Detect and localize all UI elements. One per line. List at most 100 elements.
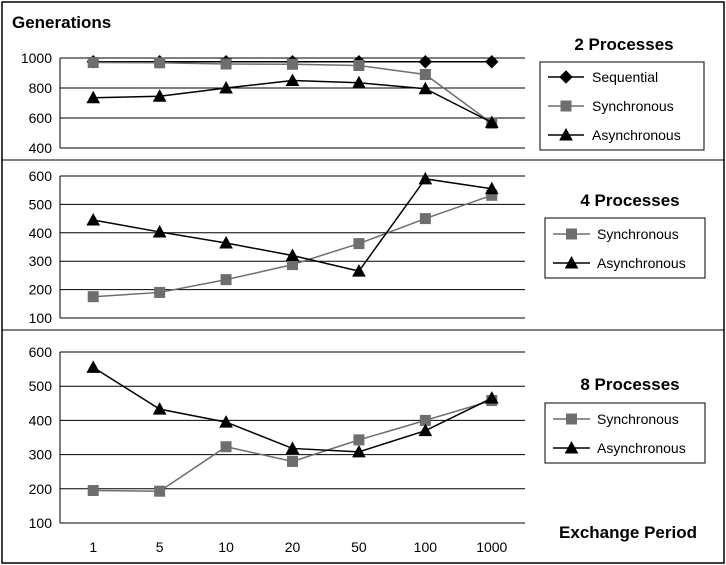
legend-marker-triangle	[559, 127, 573, 141]
data-point-synchronous	[419, 213, 431, 225]
y-tick-label: 100	[29, 310, 53, 326]
legend-label-sequential: Sequential	[592, 69, 658, 85]
data-point-synchronous	[287, 58, 298, 70]
y-tick-label: 500	[29, 196, 53, 212]
legend: Synchronous Asynchronous	[544, 402, 706, 464]
data-point-synchronous	[287, 259, 298, 271]
data-point-synchronous	[154, 57, 166, 69]
legend-marker-square	[560, 100, 572, 112]
y-tick-label: 100	[29, 515, 53, 531]
data-point-synchronous	[87, 485, 99, 497]
legend-marker-triangle	[559, 127, 573, 141]
data-point-synchronous	[220, 274, 232, 286]
y-tick-label: 800	[29, 80, 53, 96]
y-tick-label: 600	[29, 344, 53, 360]
data-point-asynchronous	[418, 171, 433, 185]
legend-marker-square	[566, 413, 577, 425]
y-tick-label: 300	[29, 253, 53, 269]
data-point-synchronous	[220, 58, 232, 70]
y-tick-label: 600	[29, 168, 53, 184]
data-point-asynchronous	[352, 75, 366, 89]
y-axis-title: Generations	[12, 13, 111, 32]
legend-marker-square	[560, 100, 572, 112]
legend-marker-triangle	[564, 440, 579, 454]
y-tick-labels: 100 200 300 400 500 600	[29, 344, 53, 531]
data-point-asynchronous	[484, 115, 499, 128]
data-point-synchronous	[353, 434, 365, 446]
y-tick-label: 500	[29, 378, 53, 394]
x-tick-label: 10	[218, 539, 234, 555]
series-marks	[86, 360, 499, 497]
y-tick-label: 600	[29, 110, 53, 126]
y-gridlines	[60, 351, 525, 524]
data-point-synchronous	[353, 238, 365, 250]
data-point-synchronous	[87, 57, 99, 68]
legend-label-synchronous: Synchronous	[597, 411, 679, 427]
data-point-asynchronous	[484, 181, 499, 195]
data-point-asynchronous	[152, 89, 167, 102]
data-point-sequential	[485, 55, 499, 69]
legend-marker-triangle	[564, 440, 579, 454]
x-tick-label: 1000	[476, 539, 507, 555]
y-tick-label: 400	[29, 412, 53, 428]
panel-2-processes: Generations 400 600 800 1000 2 Processes Se…	[12, 13, 705, 156]
legend-label-synchronous: Synchronous	[592, 98, 674, 114]
legend-label-asynchronous: Asynchronous	[597, 255, 686, 271]
y-tick-label: 300	[29, 447, 53, 463]
series-marks	[86, 171, 499, 303]
legend-label-asynchronous: Asynchronous	[592, 127, 681, 143]
data-point-asynchronous	[86, 90, 101, 104]
data-point-synchronous	[220, 441, 232, 453]
legend-marker-triangle	[564, 255, 579, 269]
data-point-asynchronous	[352, 444, 366, 458]
legend: Sequential Synchronous Asynchronous	[539, 61, 705, 151]
legend-marker-square	[566, 228, 577, 240]
data-point-asynchronous	[285, 248, 300, 262]
data-point-sequential	[418, 55, 433, 69]
data-point-asynchronous	[152, 224, 167, 238]
x-tick-label: 50	[351, 539, 367, 555]
y-tick-labels: 400 600 800 1000	[21, 50, 52, 156]
y-tick-label: 400	[29, 140, 53, 156]
data-point-asynchronous	[484, 391, 499, 404]
data-point-asynchronous	[219, 415, 233, 428]
panel-4-processes: 100 200 300 400 500 600 4 Processes Synchrono…	[29, 168, 706, 326]
data-point-synchronous	[154, 485, 166, 497]
legend: Synchronous Asynchronous	[544, 217, 706, 279]
data-point-asynchronous	[86, 360, 101, 373]
y-tick-label: 1000	[21, 50, 52, 66]
data-point-asynchronous	[418, 423, 433, 437]
data-point-asynchronous	[285, 73, 300, 86]
y-tick-label: 200	[29, 282, 53, 298]
data-point-asynchronous	[285, 441, 300, 454]
y-tick-label: 200	[29, 481, 53, 497]
data-point-asynchronous	[352, 264, 366, 277]
legend-marker-diamond	[559, 70, 573, 84]
legend-label-asynchronous: Asynchronous	[597, 440, 686, 456]
data-point-synchronous	[287, 455, 298, 467]
x-axis-title: Exchange Period	[559, 523, 697, 542]
legend-marker-square	[566, 228, 577, 240]
data-point-asynchronous	[86, 212, 101, 226]
chart-title: 4 Processes	[580, 191, 679, 210]
legend-label-synchronous: Synchronous	[597, 226, 679, 242]
y-tick-labels: 100 200 300 400 500 600	[29, 168, 53, 326]
y-tick-label: 400	[29, 225, 53, 241]
chart-title: 2 Processes	[574, 35, 673, 54]
x-tick-labels: 1 5 10 20 50 100 1000	[89, 539, 507, 555]
data-point-synchronous	[87, 291, 99, 303]
data-point-synchronous	[154, 286, 166, 298]
legend-marker-triangle	[564, 255, 579, 269]
panel-8-processes: 100 200 300 400 500 600 8 Processes Synchrono…	[29, 344, 706, 555]
x-tick-label: 20	[285, 539, 301, 555]
legend-marker-diamond	[559, 70, 573, 84]
series-marks	[86, 55, 499, 129]
x-tick-label: 100	[414, 539, 438, 555]
x-tick-label: 1	[89, 539, 97, 555]
data-point-synchronous	[353, 60, 365, 71]
data-point-asynchronous	[219, 80, 233, 94]
data-point-asynchronous	[418, 81, 433, 95]
data-point-synchronous	[419, 69, 431, 80]
chart-title: 8 Processes	[580, 375, 679, 394]
